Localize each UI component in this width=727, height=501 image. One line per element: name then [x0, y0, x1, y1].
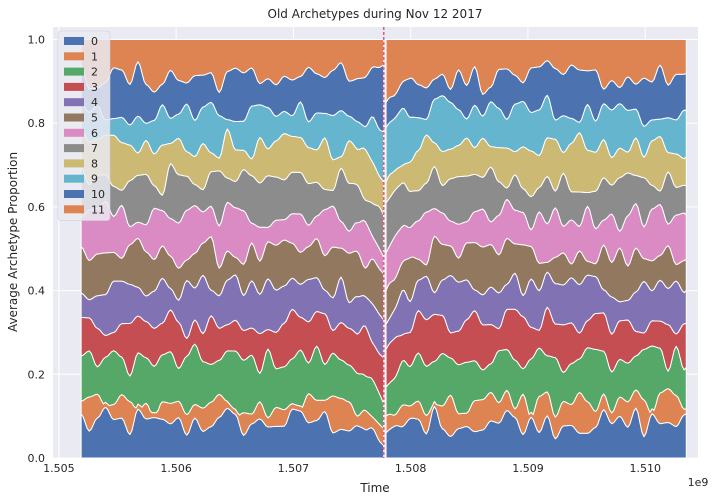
x-tick-label: 1.510	[629, 462, 661, 475]
x-axis-ticks: 1.505 1.506 1.507 1.508 1.509 1.510	[43, 462, 661, 475]
x-tick-label: 1.505	[43, 462, 75, 475]
legend: 0 1 2 3 4 5 6 7 8 9 10 11	[57, 30, 111, 221]
legend-label-4: 4	[91, 96, 98, 109]
y-tick-label: 0.2	[28, 368, 46, 381]
x-tick-label: 1.506	[160, 462, 192, 475]
series-areas	[80, 39, 687, 459]
legend-label-0: 0	[91, 35, 98, 48]
legend-swatch-5	[64, 113, 84, 122]
legend-swatch-7	[64, 144, 84, 153]
legend-swatch-1	[64, 52, 84, 61]
x-axis-label: Time	[359, 481, 389, 495]
legend-swatch-0	[64, 37, 84, 45]
legend-swatch-11	[64, 205, 84, 214]
y-tick-label: 0.8	[28, 117, 46, 130]
legend-label-9: 9	[91, 173, 98, 186]
x-tick-label: 1.509	[512, 462, 544, 475]
y-tick-label: 1.0	[28, 34, 46, 47]
y-tick-label: 0.6	[28, 201, 46, 214]
legend-swatch-6	[64, 128, 84, 137]
legend-label-10: 10	[91, 188, 105, 201]
legend-label-3: 3	[91, 81, 98, 94]
legend-swatch-8	[64, 159, 84, 168]
y-axis-label: Average Archetype Proportion	[6, 152, 20, 332]
legend-label-8: 8	[91, 157, 98, 170]
y-tick-label: 0.0	[28, 452, 46, 465]
legend-swatch-10	[64, 190, 84, 198]
x-tick-label: 1.508	[395, 462, 427, 475]
legend-swatch-2	[64, 67, 84, 76]
legend-label-5: 5	[91, 112, 98, 125]
legend-label-1: 1	[91, 50, 98, 63]
x-tick-label: 1.507	[278, 462, 310, 475]
legend-swatch-9	[64, 174, 84, 183]
x-offset-label: 1e9	[688, 476, 709, 489]
legend-label-6: 6	[91, 127, 98, 140]
legend-swatch-4	[64, 98, 84, 107]
legend-box	[57, 30, 111, 221]
legend-label-2: 2	[91, 66, 98, 79]
y-axis-ticks: 0.0 0.2 0.4 0.6 0.8 1.0	[28, 34, 46, 465]
series-11-area	[385, 39, 687, 103]
chart-title: Old Archetypes during Nov 12 2017	[268, 7, 483, 21]
legend-label-11: 11	[91, 203, 105, 216]
y-tick-label: 0.4	[28, 285, 46, 298]
legend-swatch-3	[64, 82, 84, 91]
legend-label-7: 7	[91, 142, 98, 155]
